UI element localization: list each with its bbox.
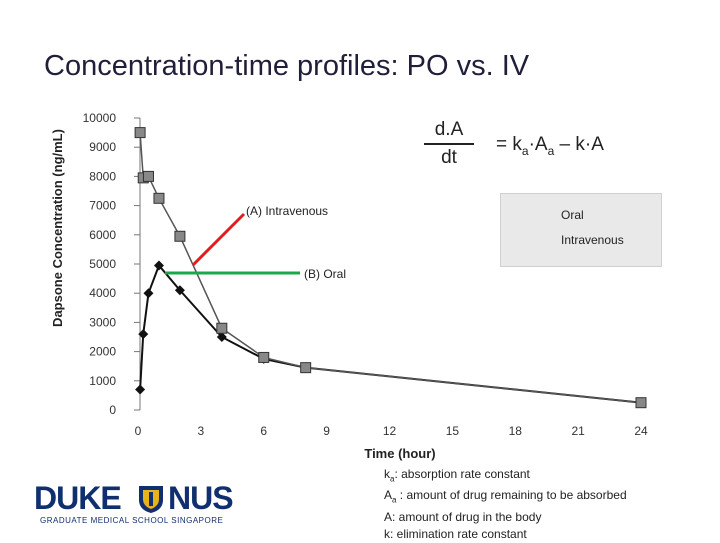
rhs-eq: = k bbox=[496, 134, 522, 155]
rhs-end: – k·A bbox=[554, 134, 604, 155]
equation-rhs: = ka·Aa – k·A bbox=[496, 134, 604, 158]
def-text: : elimination rate constant bbox=[390, 526, 527, 541]
y-tick-label: 0 bbox=[109, 403, 116, 417]
def-subscript: a bbox=[390, 474, 395, 484]
x-axis-label: Time (hour) bbox=[364, 446, 435, 461]
definition-a: A: amount of drug in the body bbox=[384, 509, 627, 526]
rhs-sub1: a bbox=[521, 143, 529, 158]
x-tick-label: 9 bbox=[323, 424, 330, 438]
iv-pointer-line bbox=[191, 212, 246, 267]
legend-oral-label: Oral bbox=[561, 208, 584, 222]
x-tick-label: 0 bbox=[135, 424, 142, 438]
y-tick-label: 10000 bbox=[83, 111, 117, 125]
series-intravenous bbox=[134, 127, 647, 409]
x-tick-label: 21 bbox=[571, 424, 585, 438]
data-point-oral bbox=[138, 329, 149, 340]
def-text: : amount of drug remaining to be absorbe… bbox=[396, 488, 627, 503]
fraction-bar bbox=[424, 143, 474, 145]
x-tick-label: 18 bbox=[509, 424, 523, 438]
def-text: : amount of drug in the body bbox=[392, 509, 542, 524]
data-point-intravenous bbox=[258, 351, 270, 363]
y-tick-label: 6000 bbox=[89, 228, 116, 242]
fraction-numerator: d.A bbox=[434, 119, 464, 140]
definition-ka: ka: absorption rate constant bbox=[384, 466, 627, 487]
def-symbol: k bbox=[384, 526, 390, 541]
fraction-denominator: dt bbox=[441, 147, 457, 168]
y-tick-label: 4000 bbox=[89, 286, 116, 300]
data-point-intravenous bbox=[134, 127, 146, 139]
rhs-sub2: a bbox=[547, 143, 555, 158]
slide-title: Concentration-time profiles: PO vs. IV bbox=[44, 50, 530, 82]
data-point-oral bbox=[174, 285, 185, 296]
def-text: : absorption rate constant bbox=[394, 467, 530, 481]
y-tick-label: 7000 bbox=[89, 199, 116, 213]
data-point-intravenous bbox=[216, 322, 228, 334]
crest-icon bbox=[139, 486, 163, 513]
x-tick-label: 3 bbox=[198, 424, 205, 438]
definition-aa: Aa : amount of drug remaining to be abso… bbox=[384, 487, 627, 508]
series-oral bbox=[135, 260, 646, 408]
duke-nus-logo: DUKE NUS GRADUATE MEDICAL SCHOOL SINGAPO… bbox=[34, 480, 244, 530]
x-tick-label: 12 bbox=[383, 424, 397, 438]
data-point-intravenous bbox=[300, 362, 312, 374]
iv-annotation: (A) Intravenous bbox=[246, 204, 329, 218]
y-axis-label: Dapsone Concentration (ng/mL) bbox=[50, 129, 65, 327]
y-tick-label: 3000 bbox=[89, 315, 116, 329]
logo-tagline: GRADUATE MEDICAL SCHOOL SINGAPORE bbox=[40, 516, 224, 525]
definition-k: k: elimination rate constant bbox=[384, 526, 627, 543]
y-tick-label: 9000 bbox=[89, 140, 116, 154]
def-subscript: a bbox=[392, 495, 397, 505]
rhs-mid: ·A bbox=[528, 134, 548, 155]
x-tick-label: 15 bbox=[446, 424, 460, 438]
logo-nus: NUS bbox=[168, 480, 234, 516]
def-symbol: k bbox=[384, 467, 390, 481]
series-line bbox=[139, 263, 642, 404]
def-symbol: A bbox=[384, 488, 393, 503]
y-tick-label: 2000 bbox=[89, 345, 116, 359]
data-point-oral bbox=[153, 260, 164, 271]
logo-duke: DUKE bbox=[34, 480, 122, 516]
legend-iv-label: Intravenous bbox=[561, 233, 624, 247]
y-tick-label: 8000 bbox=[89, 169, 116, 183]
data-point-intravenous bbox=[142, 170, 154, 182]
data-point-intravenous bbox=[635, 397, 647, 409]
x-tick-label: 24 bbox=[634, 424, 648, 438]
y-tick-label: 1000 bbox=[89, 374, 116, 388]
derivative-fraction: d.A dt bbox=[420, 118, 478, 170]
y-tick-label: 5000 bbox=[89, 257, 116, 271]
rate-equation: d.A dt = ka·Aa – k·A bbox=[420, 118, 680, 178]
data-point-intravenous bbox=[153, 192, 165, 204]
data-point-oral bbox=[216, 332, 227, 342]
chart-legend: Oral Intravenous bbox=[500, 193, 662, 267]
symbol-definitions: ka: absorption rate constant Aa : amount… bbox=[384, 466, 627, 543]
x-tick-label: 6 bbox=[260, 424, 267, 438]
def-symbol: A bbox=[384, 509, 393, 524]
data-point-oral bbox=[135, 384, 146, 395]
data-point-intravenous bbox=[174, 230, 186, 242]
data-point-oral bbox=[143, 288, 154, 299]
oral-annotation: (B) Oral bbox=[304, 267, 346, 281]
